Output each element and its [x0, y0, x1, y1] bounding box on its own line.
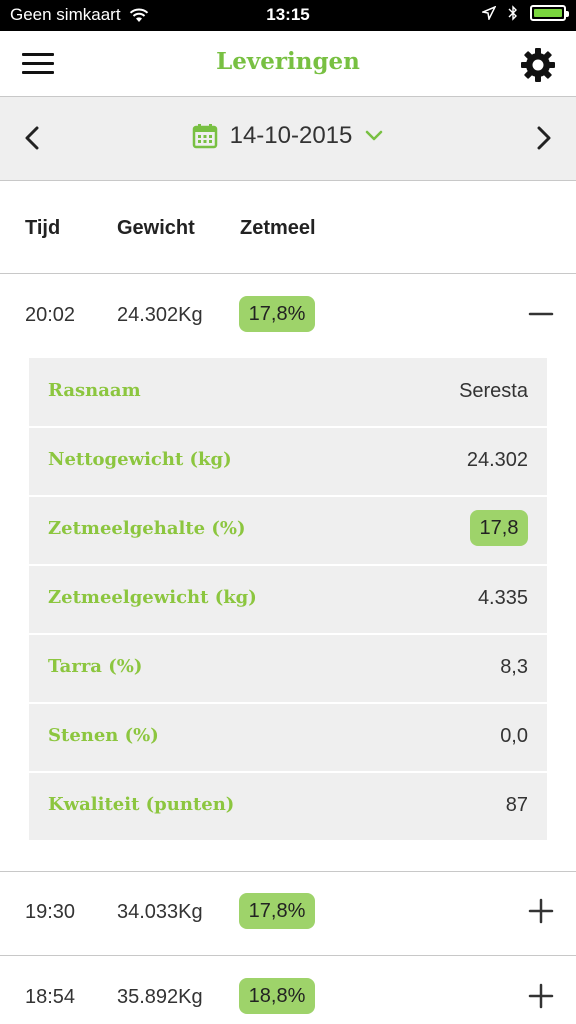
- detail-divider: [29, 771, 547, 773]
- detail-value: 24.302: [466, 449, 528, 471]
- calendar-icon: [192, 124, 217, 149]
- detail-divider: [29, 633, 547, 635]
- row-time: 20:02: [25, 304, 76, 326]
- expand-plus-icon[interactable]: [528, 983, 554, 1009]
- detail-row-tare: Tarra (%) 8,3: [29, 634, 547, 703]
- table-row[interactable]: 19:30 34.033Kg 17,8%: [0, 872, 576, 955]
- detail-value-badge: 17,8: [470, 510, 528, 546]
- detail-row-net-weight: Nettogewicht (kg) 24.302: [29, 427, 547, 496]
- date-selector: 14-10-2015: [0, 97, 576, 181]
- column-header-time: Tijd: [25, 217, 61, 239]
- nav-bar: Leveringen: [0, 31, 576, 97]
- detail-label: Kwaliteit (punten): [48, 794, 235, 815]
- location-arrow-icon: [482, 6, 496, 20]
- status-time: 13:15: [266, 5, 310, 24]
- detail-label: Stenen (%): [48, 725, 159, 746]
- detail-divider: [29, 702, 547, 704]
- row-starch-badge: 17,8%: [239, 893, 315, 929]
- detail-label: Zetmeelgewicht (kg): [48, 587, 257, 608]
- detail-row-quality: Kwaliteit (punten) 87: [29, 772, 547, 841]
- detail-divider: [29, 495, 547, 497]
- row-starch-badge: 17,8%: [239, 296, 315, 332]
- row-weight: 35.892Kg: [117, 986, 203, 1008]
- row-time: 18:54: [25, 986, 76, 1008]
- row-divider: [0, 955, 576, 956]
- bluetooth-icon: [508, 5, 517, 21]
- delivery-details-panel: Rasnaam Seresta Nettogewicht (kg) 24.302…: [29, 358, 547, 840]
- column-header-weight: Gewicht: [117, 217, 195, 239]
- gear-icon[interactable]: [520, 47, 556, 83]
- carrier-group: Geen simkaart: [10, 5, 149, 25]
- date-picker-button[interactable]: 14-10-2015: [0, 122, 576, 150]
- chevron-left-icon[interactable]: [18, 123, 48, 153]
- chevron-down-icon: [366, 130, 383, 141]
- column-header-starch: Zetmeel: [240, 217, 316, 239]
- detail-row-variety: Rasnaam Seresta: [29, 358, 547, 427]
- chevron-right-icon[interactable]: [528, 123, 558, 153]
- detail-label: Rasnaam: [48, 380, 141, 401]
- battery-level: [534, 9, 562, 17]
- detail-value: 87: [505, 794, 528, 816]
- detail-value: 4.335: [477, 587, 528, 609]
- row-divider: [0, 871, 576, 872]
- detail-label: Tarra (%): [48, 656, 143, 677]
- detail-value: 0,0: [500, 725, 528, 747]
- carrier-label: Geen simkaart: [10, 5, 121, 24]
- detail-row-stones: Stenen (%) 0,0: [29, 703, 547, 772]
- row-weight: 34.033Kg: [117, 901, 203, 923]
- status-bar: Geen simkaart 13:15: [0, 0, 576, 31]
- table-row[interactable]: 18:54 35.892Kg 18,8%: [0, 956, 576, 1024]
- expand-plus-icon[interactable]: [528, 898, 554, 924]
- detail-row-starch-content: Zetmeelgehalte (%) 17,8: [29, 496, 547, 565]
- detail-value: Seresta: [459, 380, 528, 402]
- battery-icon: [530, 5, 569, 21]
- detail-value: 8,3: [500, 656, 528, 678]
- detail-label: Zetmeelgehalte (%): [48, 518, 246, 539]
- page-title: Leveringen: [216, 48, 360, 75]
- selected-date: 14-10-2015: [229, 122, 353, 149]
- detail-label: Nettogewicht (kg): [48, 449, 232, 470]
- wifi-icon: [129, 8, 148, 22]
- status-icons: [482, 5, 569, 21]
- table-row[interactable]: 20:02 24.302Kg 17,8%: [0, 275, 576, 357]
- collapse-minus-icon[interactable]: [528, 301, 554, 327]
- detail-divider: [29, 426, 547, 428]
- detail-divider: [29, 564, 547, 566]
- hamburger-menu-icon[interactable]: [22, 53, 54, 75]
- row-starch-badge: 18,8%: [239, 978, 315, 1014]
- table-header: Tijd Gewicht Zetmeel: [0, 181, 576, 274]
- row-weight: 24.302Kg: [117, 304, 203, 326]
- row-time: 19:30: [25, 901, 76, 923]
- detail-row-starch-weight: Zetmeelgewicht (kg) 4.335: [29, 565, 547, 634]
